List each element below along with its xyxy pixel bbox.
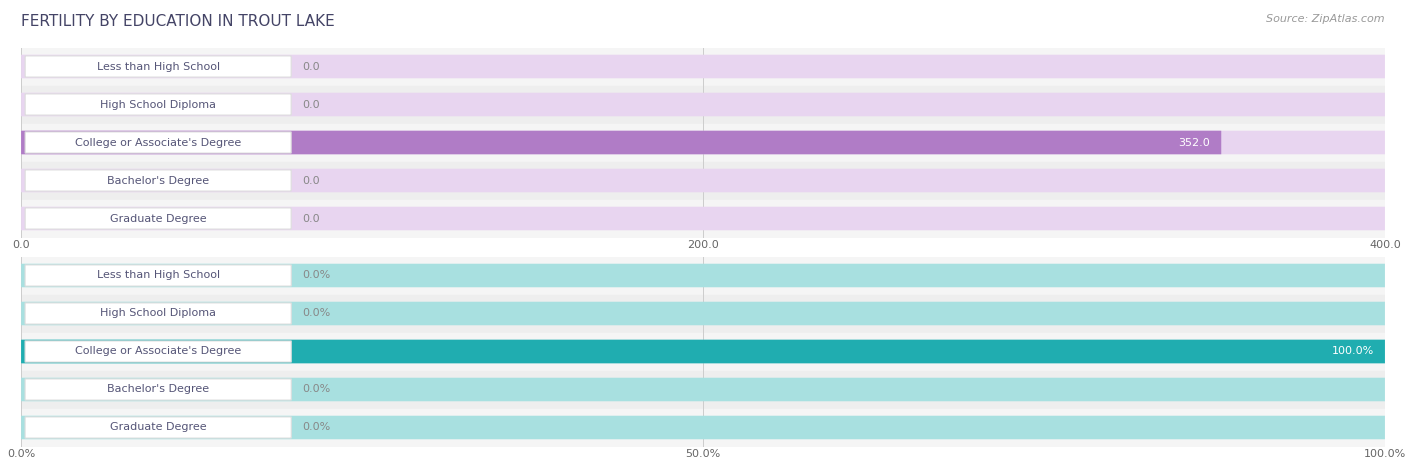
Text: 0.0%: 0.0%: [302, 422, 330, 433]
FancyBboxPatch shape: [21, 93, 1385, 116]
FancyBboxPatch shape: [21, 340, 1385, 363]
Text: 0.0%: 0.0%: [302, 384, 330, 395]
Text: 0.0%: 0.0%: [302, 308, 330, 319]
Text: 0.0: 0.0: [302, 213, 319, 224]
Bar: [21, 256, 1385, 294]
Bar: [21, 200, 1385, 238]
FancyBboxPatch shape: [25, 132, 291, 153]
Text: Less than High School: Less than High School: [97, 270, 219, 281]
Bar: [21, 86, 1385, 124]
Bar: [21, 162, 1385, 199]
Bar: [21, 408, 1385, 446]
Text: High School Diploma: High School Diploma: [100, 99, 217, 110]
Text: College or Associate's Degree: College or Associate's Degree: [75, 137, 242, 148]
Text: 0.0%: 0.0%: [302, 270, 330, 281]
FancyBboxPatch shape: [21, 302, 1385, 325]
Bar: [21, 370, 1385, 408]
Text: College or Associate's Degree: College or Associate's Degree: [75, 346, 242, 357]
FancyBboxPatch shape: [21, 207, 1385, 230]
FancyBboxPatch shape: [21, 131, 1385, 154]
Bar: [21, 124, 1385, 162]
FancyBboxPatch shape: [25, 56, 291, 77]
FancyBboxPatch shape: [21, 55, 1385, 78]
Text: 0.0: 0.0: [302, 99, 319, 110]
FancyBboxPatch shape: [21, 416, 1385, 439]
Text: 352.0: 352.0: [1178, 137, 1211, 148]
FancyBboxPatch shape: [25, 94, 291, 115]
FancyBboxPatch shape: [25, 341, 291, 362]
FancyBboxPatch shape: [25, 170, 291, 191]
Text: Graduate Degree: Graduate Degree: [110, 213, 207, 224]
Bar: [21, 332, 1385, 371]
Text: Less than High School: Less than High School: [97, 61, 219, 72]
FancyBboxPatch shape: [25, 208, 291, 229]
Text: 0.0: 0.0: [302, 175, 319, 186]
Text: FERTILITY BY EDUCATION IN TROUT LAKE: FERTILITY BY EDUCATION IN TROUT LAKE: [21, 14, 335, 29]
Text: 100.0%: 100.0%: [1331, 346, 1374, 357]
Text: 0.0: 0.0: [302, 61, 319, 72]
Bar: [21, 294, 1385, 332]
Text: Graduate Degree: Graduate Degree: [110, 422, 207, 433]
FancyBboxPatch shape: [21, 378, 1385, 401]
FancyBboxPatch shape: [21, 340, 1385, 363]
FancyBboxPatch shape: [21, 169, 1385, 192]
FancyBboxPatch shape: [25, 379, 291, 400]
Bar: [21, 48, 1385, 86]
FancyBboxPatch shape: [25, 303, 291, 324]
FancyBboxPatch shape: [21, 131, 1222, 154]
Text: Bachelor's Degree: Bachelor's Degree: [107, 175, 209, 186]
FancyBboxPatch shape: [25, 417, 291, 438]
Text: High School Diploma: High School Diploma: [100, 308, 217, 319]
Text: Bachelor's Degree: Bachelor's Degree: [107, 384, 209, 395]
Text: Source: ZipAtlas.com: Source: ZipAtlas.com: [1267, 14, 1385, 24]
FancyBboxPatch shape: [21, 264, 1385, 287]
FancyBboxPatch shape: [25, 265, 291, 286]
